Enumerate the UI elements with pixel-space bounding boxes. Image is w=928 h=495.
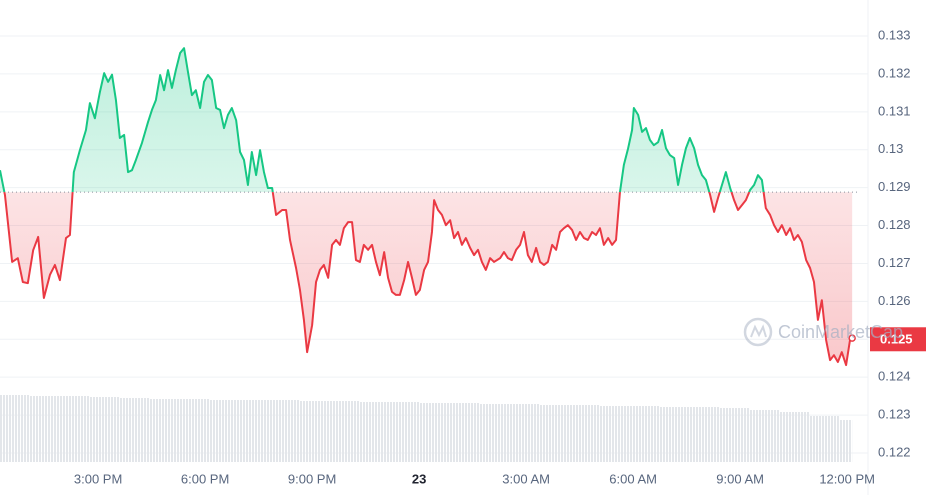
x-tick-label: 6:00 PM xyxy=(181,471,229,486)
volume-bar xyxy=(179,399,210,462)
volume-bar xyxy=(569,405,600,462)
volume-bar xyxy=(119,398,150,462)
y-tick-label: 0.131 xyxy=(878,103,911,118)
area-down xyxy=(4,192,853,366)
x-tick-label: 9:00 PM xyxy=(288,471,336,486)
volume-bar xyxy=(719,408,750,462)
volume-bar xyxy=(149,399,180,462)
volume-bar xyxy=(599,406,630,462)
volume-bar xyxy=(299,401,330,462)
volume-bar xyxy=(479,404,510,462)
y-tick-label: 0.127 xyxy=(878,255,911,270)
volume-bar xyxy=(509,404,540,462)
y-tick-label: 0.13 xyxy=(878,141,903,156)
watermark-logo-mark xyxy=(750,324,767,338)
volume-bar xyxy=(779,412,809,462)
y-tick-label: 0.122 xyxy=(878,444,911,459)
volume-bar xyxy=(749,410,780,462)
volume-bar xyxy=(389,402,420,462)
volume-bar xyxy=(539,405,570,462)
x-tick-label: 23 xyxy=(412,471,426,486)
volume-bar xyxy=(209,400,240,462)
volume-bar xyxy=(359,402,390,462)
volume-bar xyxy=(689,407,720,462)
y-tick-label: 0.132 xyxy=(878,65,911,80)
volume-bar xyxy=(59,396,90,462)
volume-bar xyxy=(808,416,839,462)
y-tick-label: 0.129 xyxy=(878,179,911,194)
x-tick-label: 6:00 AM xyxy=(609,471,657,486)
y-tick-label: 0.124 xyxy=(878,369,911,384)
volume-bar xyxy=(659,407,690,462)
volume-bar xyxy=(0,395,30,462)
x-tick-label: 3:00 PM xyxy=(74,471,122,486)
x-tick-label: 3:00 AM xyxy=(502,471,550,486)
volume-bar xyxy=(419,403,450,462)
x-tick-label: 9:00 AM xyxy=(716,471,764,486)
y-tick-label: 0.133 xyxy=(878,27,911,42)
y-tick-label: 0.123 xyxy=(878,407,911,422)
last-point xyxy=(848,334,856,342)
price-line-up xyxy=(0,47,765,193)
volume-bar xyxy=(89,397,120,462)
watermark-text: CoinMarketCap xyxy=(778,322,903,342)
volume-bar xyxy=(329,401,360,462)
area-up xyxy=(0,48,853,193)
watermark-logo xyxy=(743,317,773,347)
volume xyxy=(0,395,853,462)
volume-bar xyxy=(29,396,60,462)
volume-bar xyxy=(269,400,300,462)
watermark xyxy=(743,317,773,347)
y-tick-label: 0.126 xyxy=(878,293,911,308)
volume-bar xyxy=(449,403,480,462)
plot xyxy=(0,47,860,367)
volume-bar xyxy=(239,400,270,462)
volume-bar xyxy=(629,406,660,462)
price-tag-label: 0.125 xyxy=(880,332,913,347)
axes: 0.122 0.123 0.124 0.125 0.126 0.127 0.128 0.129… xyxy=(74,27,926,486)
price-tag xyxy=(870,327,926,352)
grid xyxy=(0,0,869,495)
volume-bar xyxy=(838,420,853,462)
y-tick-label: 0.128 xyxy=(878,217,911,232)
price-line-down xyxy=(3,192,853,367)
x-tick-label: 12:00 PM xyxy=(819,471,875,486)
